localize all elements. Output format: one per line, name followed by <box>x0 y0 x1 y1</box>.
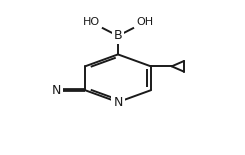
Text: N: N <box>51 84 61 97</box>
Text: HO: HO <box>83 17 100 27</box>
Text: B: B <box>114 29 122 42</box>
Text: N: N <box>113 96 123 109</box>
Text: OH: OH <box>136 17 153 27</box>
